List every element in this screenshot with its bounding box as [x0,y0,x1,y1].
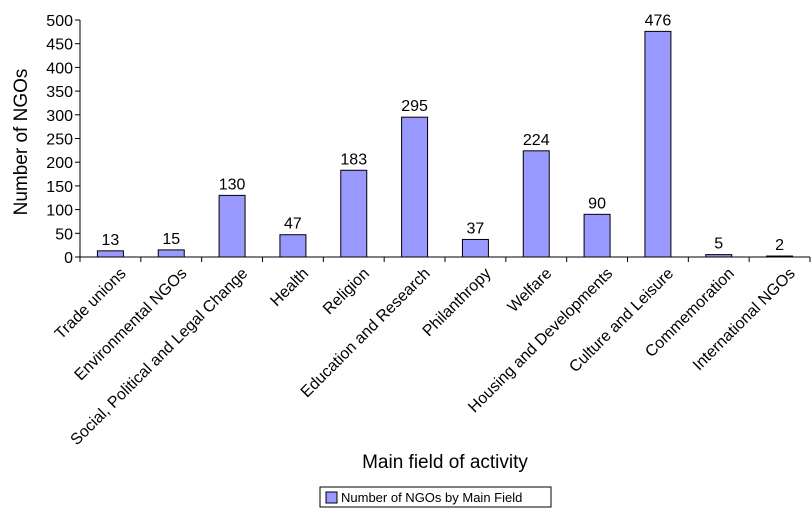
bar [401,116,429,258]
y-tick-label: 400 [46,60,73,77]
bar [583,213,611,258]
data-label: 47 [284,216,302,233]
bar [96,250,124,258]
data-label: 183 [340,151,367,168]
y-tick-label: 250 [46,132,73,149]
bar [340,169,368,258]
y-tick-label: 100 [46,203,73,220]
data-label: 37 [467,220,485,237]
y-axis-title: Number of NGOs [11,69,32,216]
data-label: 130 [219,176,246,193]
y-axis: 0 50 100 150 200 250 300 350 400 450 500 [46,13,81,267]
data-label: 295 [401,98,428,115]
x-axis-title: Main field of activity [362,452,528,473]
data-label: 476 [645,12,672,29]
legend: Number of NGOs by Main Field [319,486,552,508]
bar [157,249,185,258]
y-tick-label: 150 [46,179,73,196]
data-label: 13 [102,232,120,249]
data-label: 2 [775,237,784,254]
data-label: 15 [162,231,180,248]
legend-box [319,486,552,508]
y-tick-label: 500 [46,13,73,30]
bar [218,194,246,258]
category-label: Culture and Leisure [566,265,677,376]
category-label: Health [267,265,312,310]
y-tick-label: 50 [55,226,73,243]
y-tick-label: 350 [46,84,73,101]
category-label: Environmental NGOs [72,265,191,384]
data-label: 224 [523,132,550,149]
bars: 13 15 130 47 183 295 37 224 90 476 5 2 [96,12,794,258]
legend-label: Number of NGOs by Main Field [341,490,522,505]
y-tick-label: 450 [46,37,73,54]
category-label: Religion [320,265,373,318]
y-tick-label: 200 [46,155,73,172]
data-label: 90 [588,195,606,212]
category-label: International NGOs [690,265,799,374]
data-label: 5 [714,236,723,253]
bar [522,150,550,258]
bar [279,234,307,258]
bar [644,30,672,258]
category-label: Welfare [505,265,556,316]
y-tick-label: 0 [64,250,73,267]
legend-swatch [325,491,338,504]
y-tick-label: 300 [46,108,73,125]
bar [461,238,489,258]
category-label: Education and Research [298,265,434,401]
